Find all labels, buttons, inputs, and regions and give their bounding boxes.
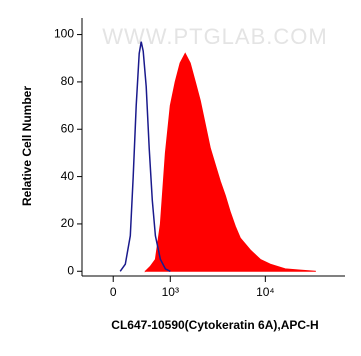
- y-tick-label: 20: [61, 216, 75, 230]
- x-tick-label: 10³: [162, 285, 179, 299]
- y-tick-label: 40: [61, 169, 75, 183]
- x-axis-title: CL647-10590(Cytokeratin 6A),APC-H: [111, 318, 318, 332]
- y-tick-label: 60: [61, 121, 75, 135]
- y-axis-title: Relative Cell Number: [20, 86, 34, 206]
- watermark: WWW.PTGLAB.COM: [102, 24, 327, 49]
- y-tick-label: 0: [67, 263, 74, 277]
- y-tick-label: 100: [54, 27, 74, 41]
- x-tick-label: 0: [110, 285, 117, 299]
- y-tick-label: 80: [61, 74, 75, 88]
- histogram-line: [119, 41, 171, 272]
- histogram-area: [144, 52, 316, 273]
- x-tick-label: 10⁴: [256, 285, 275, 299]
